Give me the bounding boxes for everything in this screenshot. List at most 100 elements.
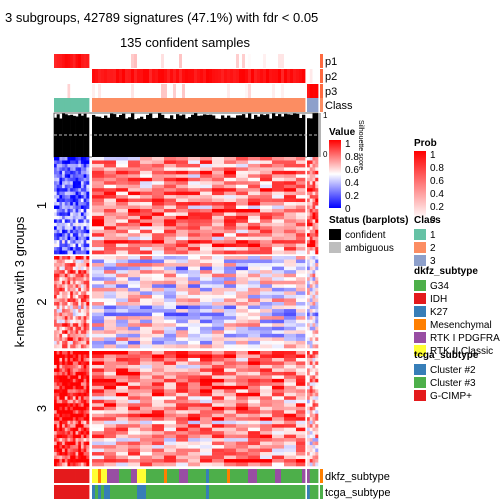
dkfz-subtype-cell [101,469,105,483]
heatmap-cell [72,427,76,432]
heatmap-cell [296,357,306,362]
tcga-subtype-cell [209,485,213,499]
silhouette-bar [131,113,135,157]
heatmap-cell [70,441,74,446]
heatmap-body [54,157,319,467]
heatmap-cell [188,157,201,161]
prob-cell [152,69,156,83]
heatmap-cell [104,424,117,428]
silhouette-bar [128,117,132,157]
heatmap-cell [176,413,189,418]
heatmap-cell [296,309,306,313]
heatmap-cell [272,226,285,231]
heatmap-cell [315,392,319,397]
heatmap-cell [176,229,189,234]
heatmap-cell [56,243,60,248]
prob-cell [140,54,144,68]
heatmap-cell [309,371,313,376]
class-cell [140,98,144,112]
heatmap-cell [248,378,261,383]
heatmap-cell [260,212,273,217]
heatmap-cell [104,188,117,192]
legend-item-label: G-CIMP+ [430,391,472,402]
heatmap-cell [260,177,273,182]
heatmap-cell [296,195,306,199]
heatmap-cell [78,361,82,366]
heatmap-cell [309,323,313,328]
prob-cell [95,54,99,68]
heatmap-cell [116,427,129,432]
heatmap-cell [260,309,273,313]
silhouette-bar [125,118,129,157]
heatmap-cell [67,455,71,460]
heatmap-cell [59,312,63,317]
prob-cell [251,54,255,68]
heatmap-cell [248,330,261,335]
heatmap-cell [272,188,285,192]
tcga-subtype-cell [54,485,58,499]
tcga-subtype-cell [203,485,207,499]
heatmap-cell [188,243,201,248]
class-cell [134,98,138,112]
heatmap-cell [56,188,60,192]
heatmap-cell [315,312,319,317]
heatmap-cell [312,184,316,189]
heatmap-cell [236,417,249,421]
heatmap-cell [164,312,177,317]
heatmap-cell [128,270,141,274]
dkfz-subtype-cell [296,469,300,483]
heatmap-cell [200,399,213,404]
heatmap-cell [86,354,90,359]
heatmap-cell [104,448,117,453]
heatmap-cell [309,459,313,463]
heatmap-cell [236,333,249,338]
heatmap-cell [315,413,319,418]
heatmap-cell [260,389,273,394]
heatmap-cell [260,441,273,446]
prob-cell [315,69,319,83]
heatmap-cell [64,226,68,231]
heatmap-cell [128,256,141,260]
heatmap-cell [78,181,82,186]
prob-cell [67,84,71,98]
heatmap-cell [312,208,316,213]
heatmap-cell [83,434,87,439]
heatmap-cell [176,340,189,345]
heatmap-cell [86,459,90,463]
heatmap-cell [59,316,63,320]
heatmap-cell [236,298,249,303]
heatmap-cell [212,229,225,234]
heatmap-cell [64,157,68,161]
prob-cell [116,69,120,83]
dkfz-subtype-cell [146,469,150,483]
heatmap-cell [176,208,189,213]
prob-cell [101,54,105,68]
heatmap-cell [78,195,82,199]
heatmap-cell [224,233,237,237]
heatmap-cell [296,392,306,397]
heatmap-cell [83,441,87,446]
heatmap-cell [104,291,117,296]
heatmap-cell [284,312,297,317]
heatmap-cell [307,305,311,310]
heatmap-cell [236,323,249,328]
heatmap-cell [315,170,319,175]
heatmap-cell [64,344,68,349]
heatmap-cell [140,357,153,362]
prob-cell [191,84,195,98]
heatmap-cell [78,459,82,463]
heatmap-cell [70,191,74,196]
prob-cell [185,84,189,98]
heatmap-cell [70,294,74,299]
class-cell [221,98,225,112]
heatmap-cell [56,326,60,331]
heatmap-cell [83,351,87,355]
heatmap-cell [70,259,74,264]
heatmap-cell [128,202,141,206]
heatmap-cell [64,298,68,303]
heatmap-cell [80,229,84,234]
heatmap-cell [56,410,60,415]
heatmap-cell [83,284,87,289]
heatmap-cell [296,441,306,446]
heatmap-cell [188,351,201,355]
